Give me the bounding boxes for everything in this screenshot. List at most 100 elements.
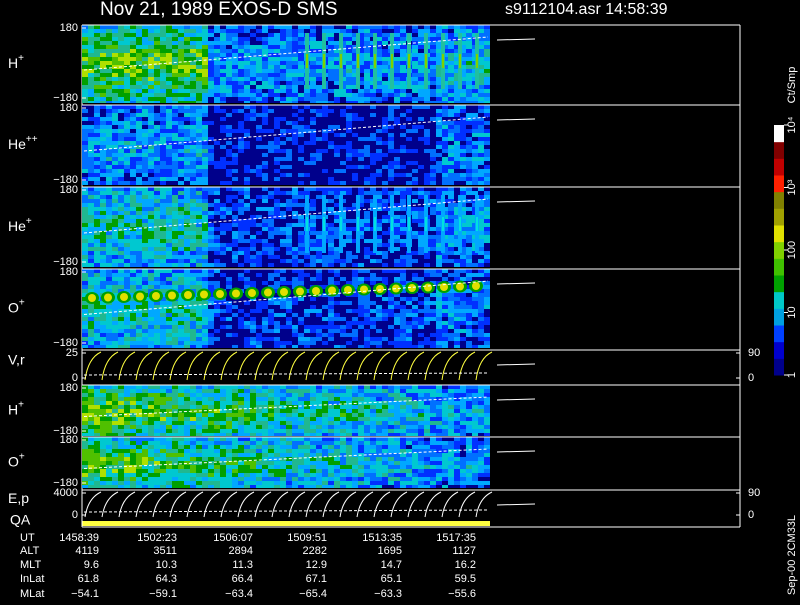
spectrogram-cell bbox=[82, 211, 88, 215]
spectrogram-cell bbox=[82, 333, 88, 337]
spectrogram-cell bbox=[190, 321, 196, 325]
spectrogram-cell bbox=[226, 93, 232, 97]
spectrogram-cell bbox=[136, 93, 142, 97]
spectrogram-cell bbox=[136, 243, 142, 247]
spectrogram-cell bbox=[268, 231, 274, 235]
spectrogram-cell bbox=[436, 273, 442, 277]
spectrogram-cell bbox=[178, 243, 184, 247]
spectrogram-cell bbox=[394, 29, 400, 33]
spectrogram-cell bbox=[106, 329, 112, 333]
spectrogram-cell bbox=[166, 187, 172, 191]
spectrogram-cell bbox=[166, 157, 172, 161]
spectrogram-cell bbox=[154, 273, 160, 277]
spectrogram-cell bbox=[370, 191, 376, 195]
spectrogram-cell bbox=[484, 149, 490, 153]
spectrogram-cell bbox=[274, 93, 280, 97]
spectrogram-cell bbox=[286, 85, 292, 89]
spectrogram-cell bbox=[196, 187, 202, 191]
streak-core bbox=[408, 217, 410, 231]
spectrogram-cell bbox=[244, 191, 250, 195]
spectrogram-cell bbox=[484, 61, 490, 65]
panel-label-sup: + bbox=[26, 216, 32, 227]
spectrogram-cell bbox=[82, 281, 88, 285]
spectrogram-cell bbox=[88, 235, 94, 239]
spectrogram-cell bbox=[196, 121, 202, 125]
spectrogram-cell bbox=[418, 389, 424, 393]
spectrogram-cell bbox=[316, 385, 322, 389]
spectrogram-cell bbox=[160, 169, 166, 173]
spectrogram-cell bbox=[262, 223, 268, 227]
spectrogram-cell bbox=[454, 325, 460, 329]
spectrogram-cell bbox=[112, 49, 118, 53]
spectrogram-cell bbox=[232, 345, 238, 348]
spectrogram-cell bbox=[226, 305, 232, 309]
spectrogram-cell bbox=[358, 263, 364, 267]
spectrogram-cell bbox=[196, 321, 202, 325]
spectrogram-cell bbox=[196, 405, 202, 409]
spectrogram-cell bbox=[142, 169, 148, 173]
spectrogram-cell bbox=[142, 239, 148, 243]
spectrogram-cell bbox=[100, 105, 106, 109]
spectrogram-cell bbox=[184, 129, 190, 133]
colorbar-label: Ct/Smp bbox=[786, 67, 798, 104]
spectrogram-cell bbox=[124, 49, 130, 53]
spectrogram-cell bbox=[412, 181, 418, 185]
spectrogram-cell bbox=[154, 85, 160, 89]
spectrogram-cell bbox=[388, 141, 394, 145]
spectrogram-cell bbox=[202, 177, 208, 181]
spectrogram-cell bbox=[280, 305, 286, 309]
spectrogram-cell bbox=[400, 53, 406, 57]
spectrogram-cell bbox=[466, 273, 472, 277]
spectrogram-cell bbox=[172, 243, 178, 247]
spectrogram-cell bbox=[304, 385, 310, 389]
spectrogram-cell bbox=[178, 317, 184, 321]
spectrogram-cell bbox=[472, 157, 478, 161]
spectrogram-cell bbox=[376, 153, 382, 157]
spectrogram-cell bbox=[316, 53, 322, 57]
spectrogram-cell bbox=[196, 251, 202, 255]
spectrogram-cell bbox=[190, 29, 196, 33]
spectrogram-cell bbox=[136, 207, 142, 211]
spectrogram-cell bbox=[472, 273, 478, 277]
spectrogram-cell bbox=[400, 195, 406, 199]
spectrogram-cell bbox=[292, 65, 298, 69]
spectrogram-cell bbox=[82, 309, 88, 313]
spectrogram-cell bbox=[166, 203, 172, 207]
spectrogram-cell bbox=[244, 141, 250, 145]
spectrogram-cell bbox=[130, 317, 136, 321]
spectrogram-cell bbox=[190, 181, 196, 185]
spectrogram-cell bbox=[322, 169, 328, 173]
spectrogram-cell bbox=[142, 89, 148, 93]
spectrogram-cell bbox=[88, 309, 94, 313]
spectrogram-cell bbox=[460, 269, 466, 273]
spectrogram-cell bbox=[196, 281, 202, 285]
spectrogram-cell bbox=[388, 341, 394, 345]
spectrogram-cell bbox=[172, 215, 178, 219]
spectrogram-cell bbox=[454, 273, 460, 277]
spectrogram-cell bbox=[298, 69, 304, 73]
spectrogram-cell bbox=[136, 329, 142, 333]
spectrogram-cell bbox=[94, 239, 100, 243]
spectrogram-cell bbox=[160, 417, 166, 421]
spectrogram-cell bbox=[262, 121, 268, 125]
spectrogram-cell bbox=[466, 53, 472, 57]
spectrogram-cell bbox=[100, 69, 106, 73]
spectrogram-cell bbox=[154, 219, 160, 223]
spectrogram-cell bbox=[208, 421, 214, 425]
spectrogram-cell bbox=[310, 325, 316, 329]
spectrogram-cell bbox=[256, 413, 262, 417]
spectrogram-cell bbox=[334, 269, 340, 273]
spectrogram-cell bbox=[430, 101, 436, 103]
spectrogram-cell bbox=[460, 145, 466, 149]
spectrogram-cell bbox=[88, 73, 94, 77]
spectrogram-cell bbox=[220, 165, 226, 169]
spectrogram-cell bbox=[178, 417, 184, 421]
spectrogram-cell bbox=[190, 247, 196, 251]
spectrogram-cell bbox=[202, 231, 208, 235]
spectrogram-cell bbox=[112, 277, 118, 281]
spectrogram-cell bbox=[106, 243, 112, 247]
spectrogram-cell bbox=[460, 413, 466, 417]
spectrogram-cell bbox=[94, 333, 100, 337]
spectrogram-cell bbox=[160, 97, 166, 101]
spectrogram-cell bbox=[250, 45, 256, 49]
